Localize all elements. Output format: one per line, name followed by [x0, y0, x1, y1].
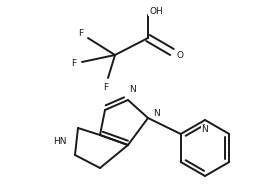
Text: O: O — [176, 52, 184, 61]
Text: N: N — [153, 109, 159, 118]
Text: F: F — [78, 30, 84, 39]
Text: F: F — [72, 59, 77, 68]
Text: HN: HN — [53, 137, 67, 146]
Text: F: F — [103, 83, 109, 92]
Text: OH: OH — [149, 7, 163, 15]
Text: N: N — [129, 86, 135, 95]
Text: N: N — [202, 126, 208, 134]
